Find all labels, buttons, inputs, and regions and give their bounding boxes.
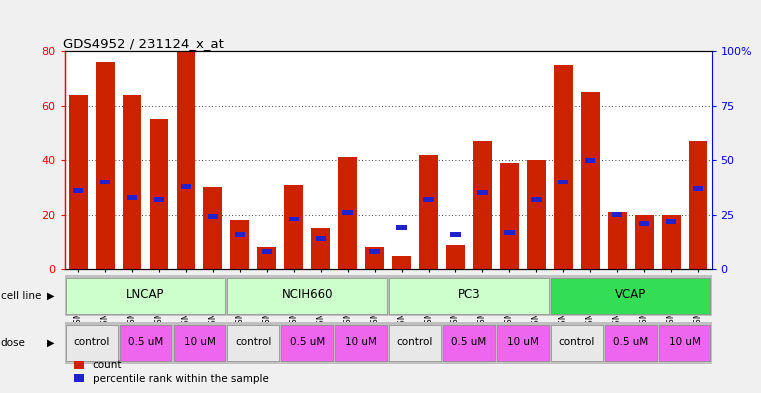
Bar bbox=[336, 325, 387, 361]
Bar bbox=[154, 197, 164, 202]
Text: NCIH660: NCIH660 bbox=[282, 288, 333, 301]
Text: dose: dose bbox=[1, 338, 26, 348]
Bar bbox=[443, 325, 495, 361]
Bar bbox=[100, 180, 110, 184]
Text: 10 uM: 10 uM bbox=[507, 337, 539, 347]
Bar bbox=[177, 51, 196, 269]
Bar bbox=[612, 212, 622, 217]
Bar bbox=[389, 277, 549, 314]
Bar bbox=[661, 215, 680, 269]
Bar bbox=[369, 249, 380, 254]
Bar bbox=[65, 277, 225, 314]
Text: control: control bbox=[559, 337, 595, 347]
Bar bbox=[605, 325, 657, 361]
Legend: count, percentile rank within the sample: count, percentile rank within the sample bbox=[70, 356, 273, 388]
Bar bbox=[288, 217, 299, 222]
Bar bbox=[365, 248, 384, 269]
Bar bbox=[451, 232, 460, 237]
Bar bbox=[285, 185, 303, 269]
Bar bbox=[65, 325, 117, 361]
Bar bbox=[558, 180, 568, 184]
Text: 10 uM: 10 uM bbox=[345, 337, 377, 347]
Bar bbox=[228, 277, 387, 314]
Bar bbox=[342, 210, 353, 215]
Text: 10 uM: 10 uM bbox=[669, 337, 701, 347]
Bar bbox=[635, 215, 654, 269]
Bar bbox=[181, 184, 191, 189]
Bar bbox=[693, 186, 703, 191]
Bar bbox=[423, 197, 434, 202]
Bar bbox=[527, 160, 546, 269]
Text: GDS4952 / 231124_x_at: GDS4952 / 231124_x_at bbox=[63, 37, 224, 50]
Text: control: control bbox=[235, 337, 272, 347]
Bar bbox=[316, 236, 326, 241]
Bar bbox=[203, 187, 222, 269]
Text: control: control bbox=[74, 337, 110, 347]
Bar bbox=[446, 245, 465, 269]
Bar bbox=[497, 325, 549, 361]
Bar bbox=[127, 195, 137, 200]
Text: ▶: ▶ bbox=[47, 290, 55, 301]
Bar bbox=[581, 92, 600, 269]
Bar bbox=[639, 221, 649, 226]
Text: 0.5 uM: 0.5 uM bbox=[451, 337, 486, 347]
Text: 0.5 uM: 0.5 uM bbox=[613, 337, 648, 347]
Bar bbox=[262, 249, 272, 254]
Bar bbox=[551, 325, 603, 361]
Bar bbox=[123, 95, 142, 269]
Text: VCAP: VCAP bbox=[615, 288, 646, 301]
Text: 0.5 uM: 0.5 uM bbox=[290, 337, 325, 347]
Text: 0.5 uM: 0.5 uM bbox=[128, 337, 163, 347]
Bar bbox=[119, 325, 171, 361]
Bar bbox=[477, 191, 488, 195]
Text: ▶: ▶ bbox=[47, 338, 55, 348]
Text: 10 uM: 10 uM bbox=[183, 337, 215, 347]
Text: cell line: cell line bbox=[1, 290, 41, 301]
Bar bbox=[231, 220, 250, 269]
Bar bbox=[257, 248, 276, 269]
Bar bbox=[505, 230, 514, 235]
Bar bbox=[73, 188, 84, 193]
Bar bbox=[419, 155, 438, 269]
Bar bbox=[96, 62, 115, 269]
Text: control: control bbox=[397, 337, 433, 347]
Bar bbox=[689, 141, 708, 269]
Bar bbox=[389, 325, 441, 361]
Bar bbox=[234, 232, 245, 237]
Bar bbox=[554, 65, 573, 269]
Bar bbox=[228, 325, 279, 361]
Bar bbox=[531, 197, 542, 202]
Bar bbox=[338, 158, 357, 269]
Bar bbox=[174, 325, 225, 361]
Bar bbox=[282, 325, 333, 361]
Bar bbox=[585, 158, 595, 163]
Bar bbox=[659, 325, 711, 361]
Bar bbox=[608, 212, 626, 269]
Bar bbox=[68, 95, 88, 269]
Text: LNCAP: LNCAP bbox=[126, 288, 165, 301]
Bar bbox=[208, 215, 218, 219]
Bar bbox=[396, 225, 407, 230]
Text: PC3: PC3 bbox=[457, 288, 480, 301]
Bar bbox=[551, 277, 711, 314]
Bar bbox=[473, 141, 492, 269]
Bar bbox=[150, 119, 168, 269]
Bar bbox=[666, 219, 677, 224]
Bar bbox=[311, 228, 330, 269]
Bar bbox=[500, 163, 519, 269]
Bar bbox=[392, 255, 411, 269]
